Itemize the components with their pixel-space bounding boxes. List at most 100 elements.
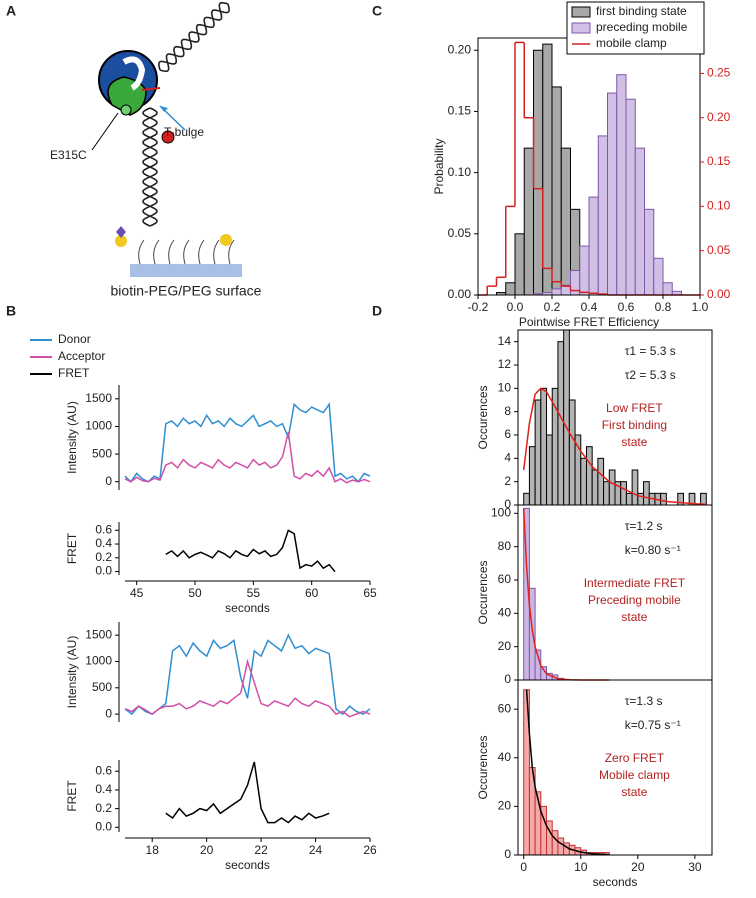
bar xyxy=(625,98,636,296)
y-tick-label: 0 xyxy=(504,497,511,511)
bar xyxy=(585,446,593,506)
y-tick-label: 0.6 xyxy=(95,522,112,536)
y-tick-label: 40 xyxy=(498,750,512,764)
bar xyxy=(523,492,530,506)
bar xyxy=(528,446,536,506)
y-tick-label: 0.10 xyxy=(448,165,472,179)
trace xyxy=(165,761,330,824)
dna-strand xyxy=(142,107,158,227)
annotation: Intermediate FRET xyxy=(584,576,686,590)
trace xyxy=(165,529,336,573)
x-tick-label: 18 xyxy=(146,843,160,857)
dna-strand xyxy=(159,3,230,73)
y-tick-label: 0 xyxy=(105,706,112,720)
x-axis-label: seconds xyxy=(225,601,270,615)
y-axis-label: Intensity (AU) xyxy=(65,401,79,474)
bar xyxy=(631,469,639,506)
bar xyxy=(603,481,610,506)
bar xyxy=(662,282,673,296)
y-tick-label: 0.05 xyxy=(448,226,472,240)
bar xyxy=(523,147,534,296)
annotation: Preceding mobile xyxy=(588,593,681,607)
y-tick-label: 0.0 xyxy=(95,564,112,578)
y-tick-label: 14 xyxy=(498,334,512,348)
x-axis-label: seconds xyxy=(593,875,638,889)
legend-label: first binding state xyxy=(596,4,687,18)
y-tick-label: 0.2 xyxy=(95,550,112,564)
linker xyxy=(116,226,126,238)
bar xyxy=(616,74,627,296)
bar xyxy=(551,86,562,296)
annotation: τ2 = 5.3 s xyxy=(625,368,676,382)
bar xyxy=(653,257,664,296)
legend: Donor Acceptor FRET xyxy=(30,332,105,380)
bar xyxy=(660,492,667,506)
y-tick-label: 0.15 xyxy=(448,104,472,118)
bar xyxy=(505,282,516,296)
legend-label: preceding mobile xyxy=(596,20,688,34)
legend-swatch xyxy=(571,22,591,34)
bar xyxy=(557,837,565,856)
panel-label: A xyxy=(6,3,16,19)
bar xyxy=(560,147,571,296)
panel-label: B xyxy=(6,303,16,319)
bar xyxy=(579,245,590,296)
x-tick-label: 50 xyxy=(188,586,202,600)
bar xyxy=(588,196,599,296)
bar xyxy=(644,208,655,296)
x-tick-label: 20 xyxy=(200,843,214,857)
t-bulge-mark xyxy=(141,87,161,91)
annotation: k=0.80 s⁻¹ xyxy=(625,543,681,557)
bar xyxy=(551,288,562,296)
x-tick-label: 65 xyxy=(363,586,377,600)
surface xyxy=(130,264,242,277)
y2-tick-label: 0.15 xyxy=(707,154,731,168)
bar xyxy=(551,830,559,856)
annotation: state xyxy=(621,785,647,799)
bar xyxy=(570,270,581,296)
y-axis-label: FRET xyxy=(65,532,79,564)
biotin xyxy=(220,234,232,246)
annotation: state xyxy=(621,610,647,624)
x-tick-label: 45 xyxy=(130,586,144,600)
x-axis-label: seconds xyxy=(225,858,270,872)
bar xyxy=(540,387,548,506)
y-tick-label: 0.00 xyxy=(448,287,472,301)
annotation: Mobile clamp xyxy=(599,768,670,782)
diagram-label: T-bulge xyxy=(164,125,204,139)
y-axis-label: Occurences xyxy=(476,560,490,624)
x-tick-label: 26 xyxy=(363,843,377,857)
y-tick-label: 0 xyxy=(105,474,112,488)
annotation: τ1 = 5.3 s xyxy=(625,344,676,358)
y-tick-label: 0 xyxy=(504,672,511,686)
y-tick-label: 12 xyxy=(498,357,512,371)
x-tick-label: 0.4 xyxy=(581,300,598,314)
y-tick-label: 1500 xyxy=(85,627,112,641)
annotation: τ=1.3 s xyxy=(625,694,663,708)
y-axis-label: FRET xyxy=(65,780,79,812)
y-tick-label: 0.6 xyxy=(95,763,112,777)
bar xyxy=(580,457,587,506)
diagram: E315C T-bulge biotin-PEG/PEG surface xyxy=(50,1,262,299)
y-tick-label: 60 xyxy=(498,572,512,586)
fit-curve xyxy=(522,387,707,506)
annotation: Zero FRET xyxy=(605,751,665,765)
x-tick-label: -0.2 xyxy=(468,300,489,314)
legend-label: Donor xyxy=(58,332,91,346)
acceptor-dye xyxy=(161,130,175,144)
biotin xyxy=(115,235,127,247)
annotation: state xyxy=(621,435,647,449)
bar xyxy=(625,492,633,506)
annotation: Low FRET xyxy=(606,401,663,415)
y-tick-label: 500 xyxy=(92,680,112,694)
y-tick-label: 8 xyxy=(504,404,511,418)
panel-label: D xyxy=(372,303,382,319)
bar xyxy=(597,135,608,296)
x-tick-label: 60 xyxy=(305,586,319,600)
y2-tick-label: 0.00 xyxy=(707,287,731,301)
dna-strand xyxy=(158,1,229,71)
x-tick-label: 24 xyxy=(309,843,323,857)
y-tick-label: 6 xyxy=(504,427,511,441)
fit-curve xyxy=(525,689,610,856)
